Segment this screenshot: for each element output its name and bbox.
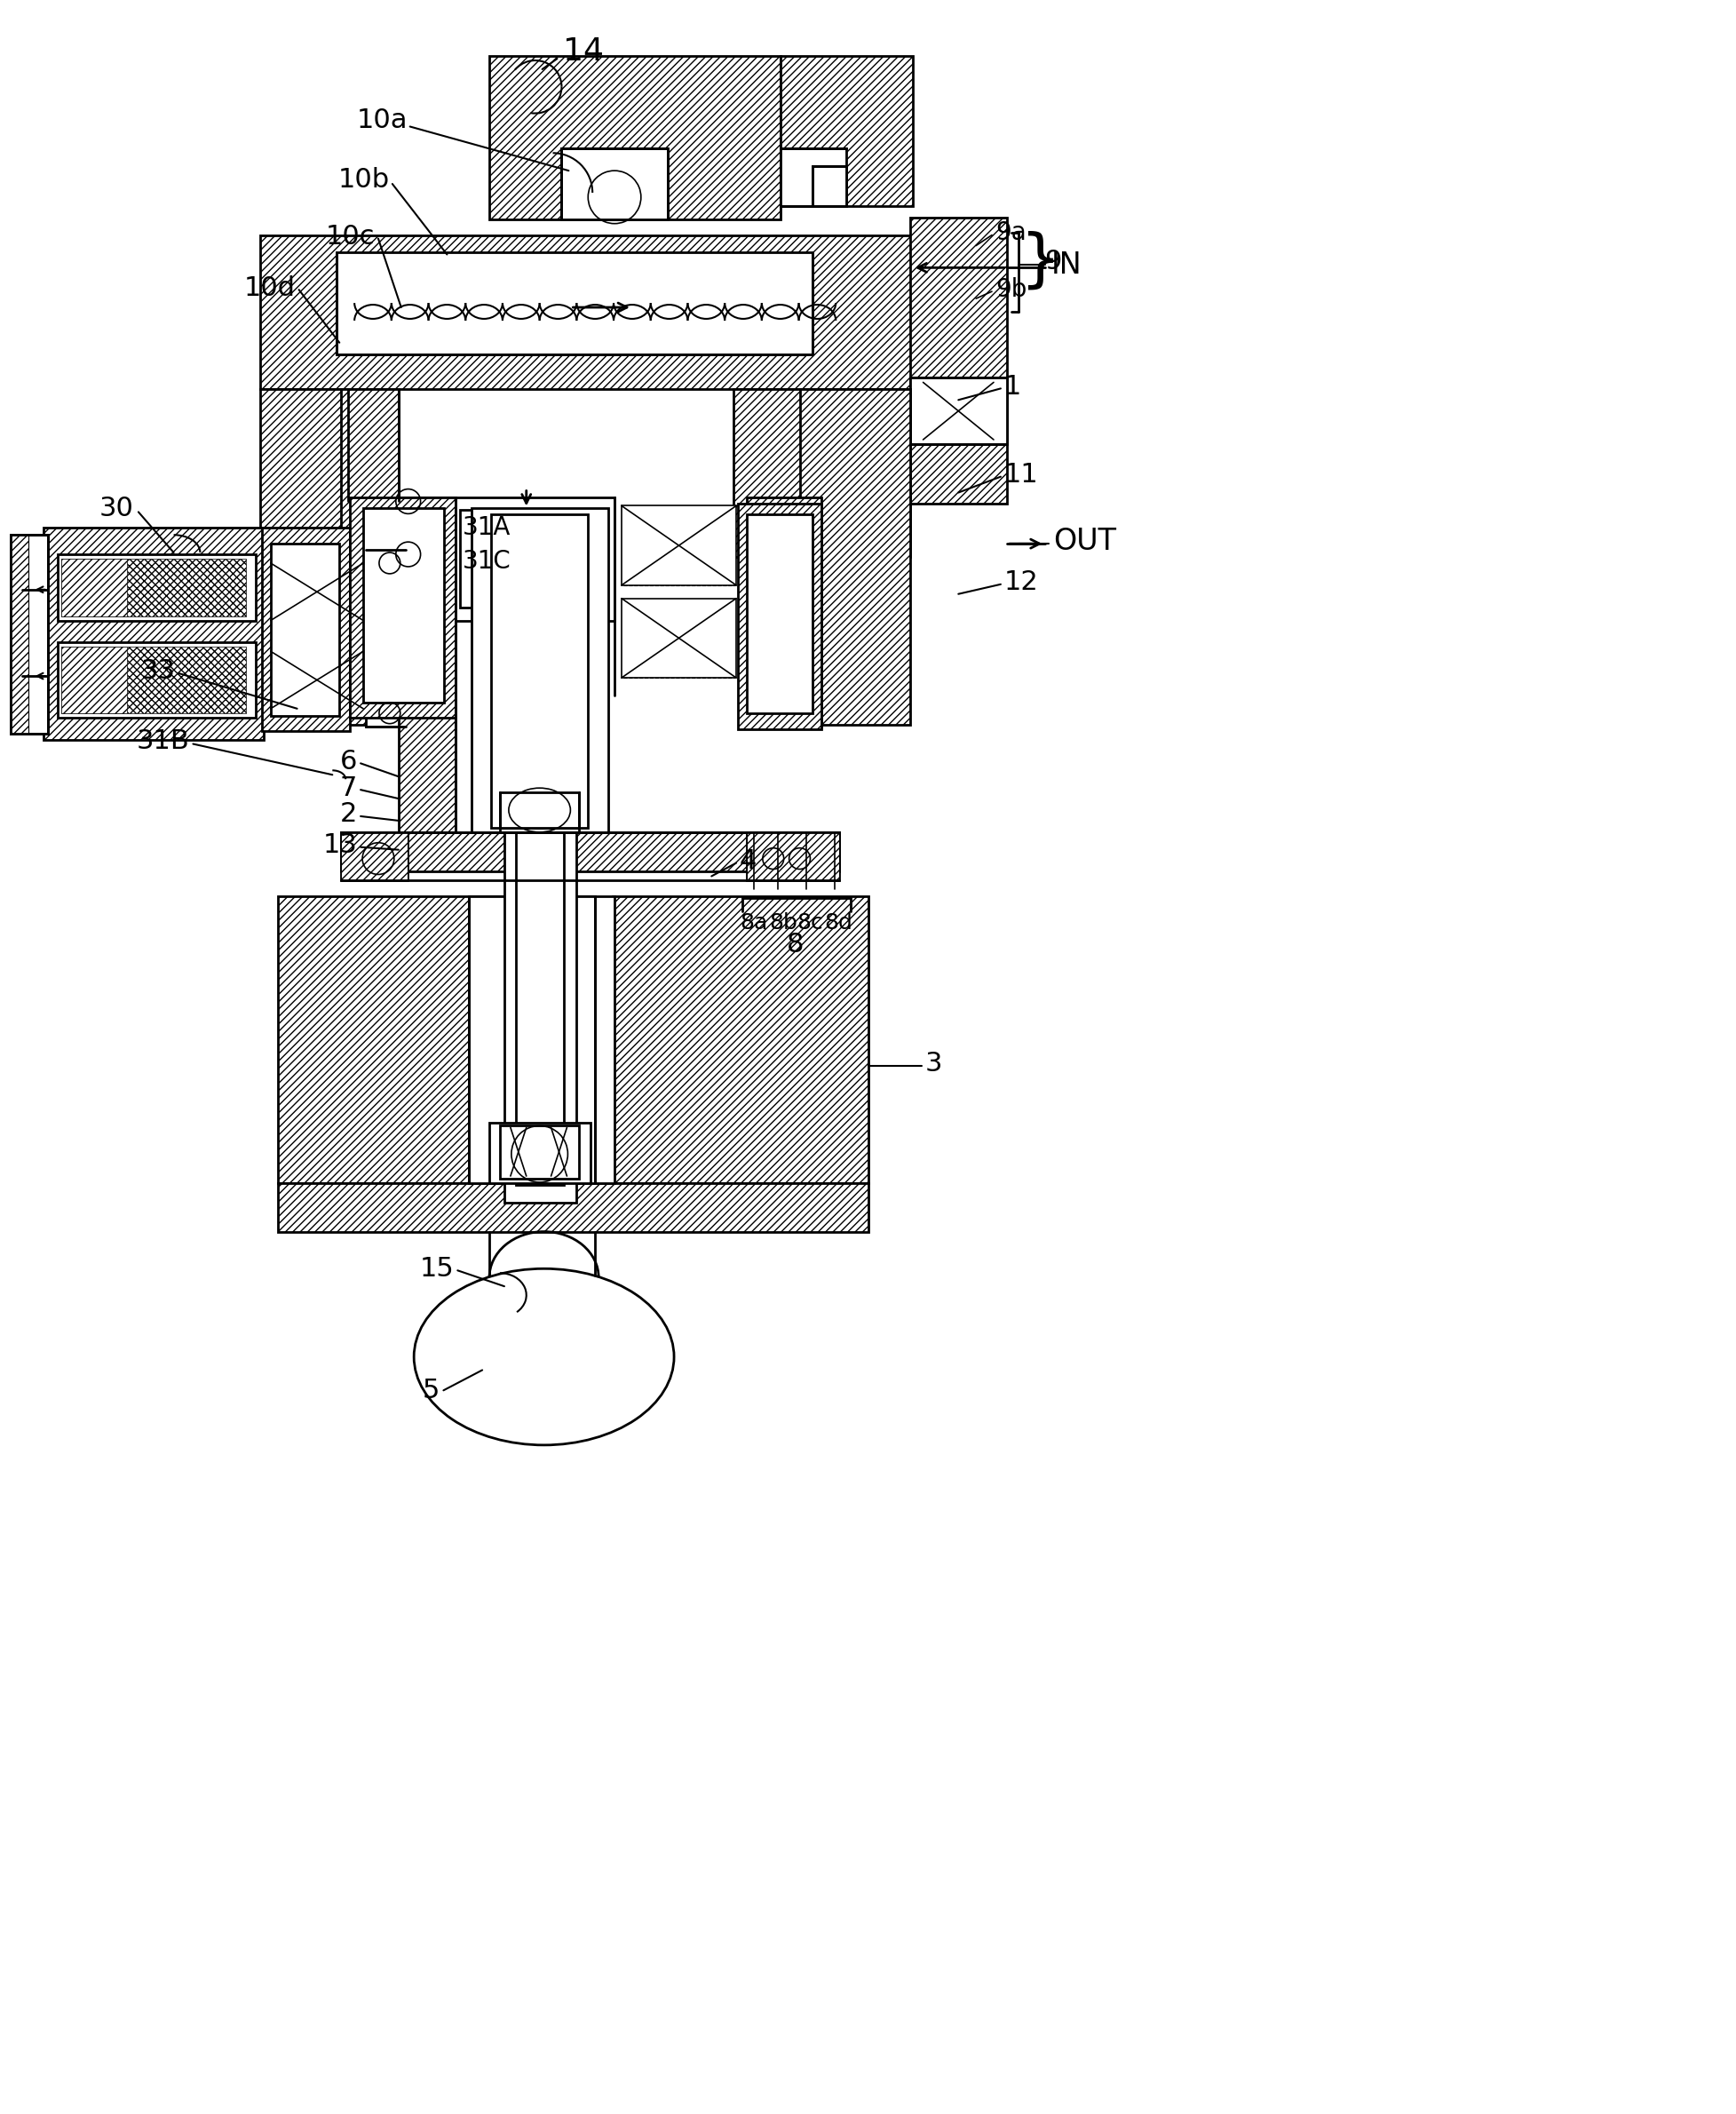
- Polygon shape: [337, 254, 812, 355]
- Polygon shape: [613, 896, 868, 1184]
- Text: 15: 15: [420, 1256, 453, 1281]
- Polygon shape: [43, 528, 264, 740]
- Polygon shape: [363, 509, 444, 702]
- Text: 6: 6: [340, 748, 358, 774]
- Polygon shape: [779, 55, 911, 205]
- Polygon shape: [61, 647, 127, 712]
- Polygon shape: [57, 643, 255, 717]
- Polygon shape: [595, 896, 615, 1184]
- Polygon shape: [472, 509, 608, 835]
- Text: 2: 2: [340, 801, 358, 827]
- Polygon shape: [340, 833, 838, 871]
- Polygon shape: [469, 896, 595, 1184]
- Polygon shape: [746, 497, 821, 727]
- Polygon shape: [491, 514, 589, 829]
- Text: 3: 3: [924, 1051, 941, 1076]
- Text: 10d: 10d: [243, 275, 295, 300]
- Polygon shape: [561, 148, 667, 220]
- Polygon shape: [490, 1123, 590, 1184]
- Polygon shape: [10, 535, 28, 734]
- Polygon shape: [446, 497, 615, 619]
- Polygon shape: [262, 528, 351, 731]
- Polygon shape: [910, 218, 1007, 503]
- Polygon shape: [746, 514, 812, 712]
- Text: 11: 11: [1003, 463, 1038, 488]
- Polygon shape: [398, 497, 455, 833]
- Text: 8b: 8b: [769, 913, 797, 934]
- Text: OUT: OUT: [1054, 526, 1116, 556]
- Text: 14: 14: [562, 36, 604, 68]
- Polygon shape: [260, 389, 349, 556]
- Text: 9: 9: [1045, 249, 1061, 275]
- Polygon shape: [500, 793, 580, 829]
- Text: 4: 4: [740, 848, 757, 873]
- Polygon shape: [746, 833, 838, 882]
- Polygon shape: [910, 378, 1007, 444]
- Polygon shape: [779, 148, 845, 205]
- Polygon shape: [61, 558, 247, 615]
- Polygon shape: [10, 535, 47, 734]
- Polygon shape: [61, 647, 247, 712]
- Polygon shape: [746, 833, 838, 882]
- Text: 9a: 9a: [995, 220, 1026, 245]
- Polygon shape: [799, 389, 910, 725]
- Text: 10b: 10b: [339, 167, 389, 192]
- Polygon shape: [366, 550, 406, 727]
- Polygon shape: [621, 598, 736, 679]
- Polygon shape: [57, 554, 255, 619]
- Text: 13: 13: [323, 833, 358, 858]
- Polygon shape: [516, 833, 564, 1184]
- Text: 12: 12: [1003, 569, 1038, 596]
- Polygon shape: [340, 833, 408, 882]
- Text: 10a: 10a: [356, 108, 408, 133]
- Polygon shape: [278, 896, 595, 1184]
- Text: 1: 1: [1003, 374, 1021, 400]
- Polygon shape: [738, 503, 821, 729]
- Polygon shape: [503, 833, 576, 1203]
- Polygon shape: [733, 389, 910, 556]
- Text: IN: IN: [1050, 249, 1082, 279]
- Text: 7: 7: [340, 776, 358, 801]
- Text: 31A: 31A: [462, 516, 510, 541]
- Text: 31C: 31C: [462, 550, 510, 573]
- Text: 8: 8: [786, 932, 804, 958]
- Polygon shape: [61, 558, 127, 615]
- Polygon shape: [271, 562, 363, 619]
- Text: 31B: 31B: [137, 729, 189, 755]
- Text: 8c: 8c: [797, 913, 823, 934]
- Polygon shape: [260, 235, 957, 389]
- Text: 8d: 8d: [825, 913, 852, 934]
- Text: 9b: 9b: [995, 277, 1026, 302]
- Polygon shape: [500, 1127, 580, 1180]
- Polygon shape: [10, 535, 47, 734]
- Text: 5: 5: [422, 1378, 439, 1404]
- Polygon shape: [340, 833, 408, 882]
- Polygon shape: [340, 389, 398, 725]
- Ellipse shape: [413, 1268, 674, 1446]
- Polygon shape: [351, 497, 455, 717]
- Polygon shape: [812, 167, 845, 205]
- Polygon shape: [460, 509, 599, 607]
- Polygon shape: [490, 55, 779, 220]
- Text: 30: 30: [99, 495, 134, 522]
- Text: 33: 33: [141, 657, 175, 683]
- Text: 10c: 10c: [325, 224, 375, 249]
- Polygon shape: [621, 505, 736, 586]
- Text: 8a: 8a: [740, 913, 767, 934]
- Polygon shape: [271, 651, 363, 708]
- Polygon shape: [278, 1184, 868, 1232]
- Polygon shape: [271, 543, 339, 717]
- Text: }: }: [1019, 230, 1061, 292]
